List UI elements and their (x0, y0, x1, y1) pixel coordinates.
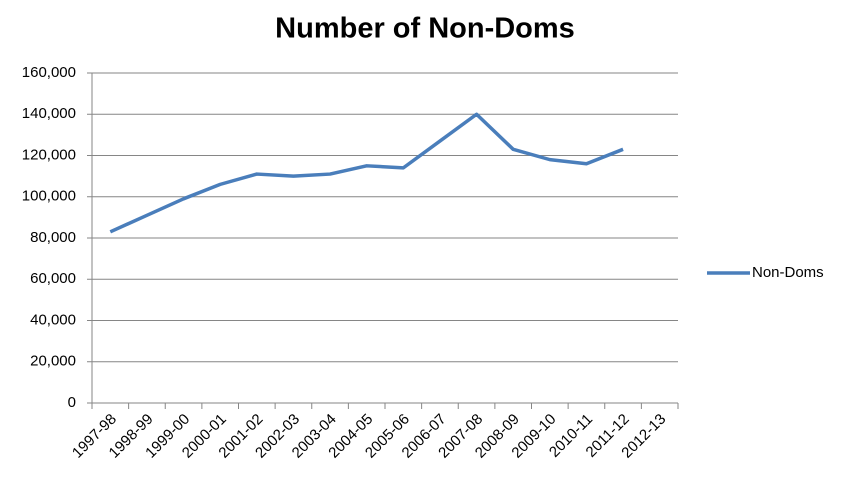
y-tick-label: 0 (68, 394, 76, 411)
y-tick-label: 60,000 (30, 270, 76, 287)
data-line (109, 112, 624, 234)
y-tick-label: 120,000 (22, 146, 76, 163)
y-tick-label: 80,000 (30, 229, 76, 246)
legend-label: Non-Doms (752, 264, 824, 281)
y-tick-label: 160,000 (22, 64, 76, 81)
chart-title: Number of Non-Doms (275, 13, 575, 45)
y-tick-label: 40,000 (30, 311, 76, 328)
y-tick-label: 140,000 (22, 105, 76, 122)
x-tick-marks (91, 403, 679, 409)
y-tick-label: 20,000 (30, 353, 76, 370)
y-tick-label: 100,000 (22, 188, 76, 205)
